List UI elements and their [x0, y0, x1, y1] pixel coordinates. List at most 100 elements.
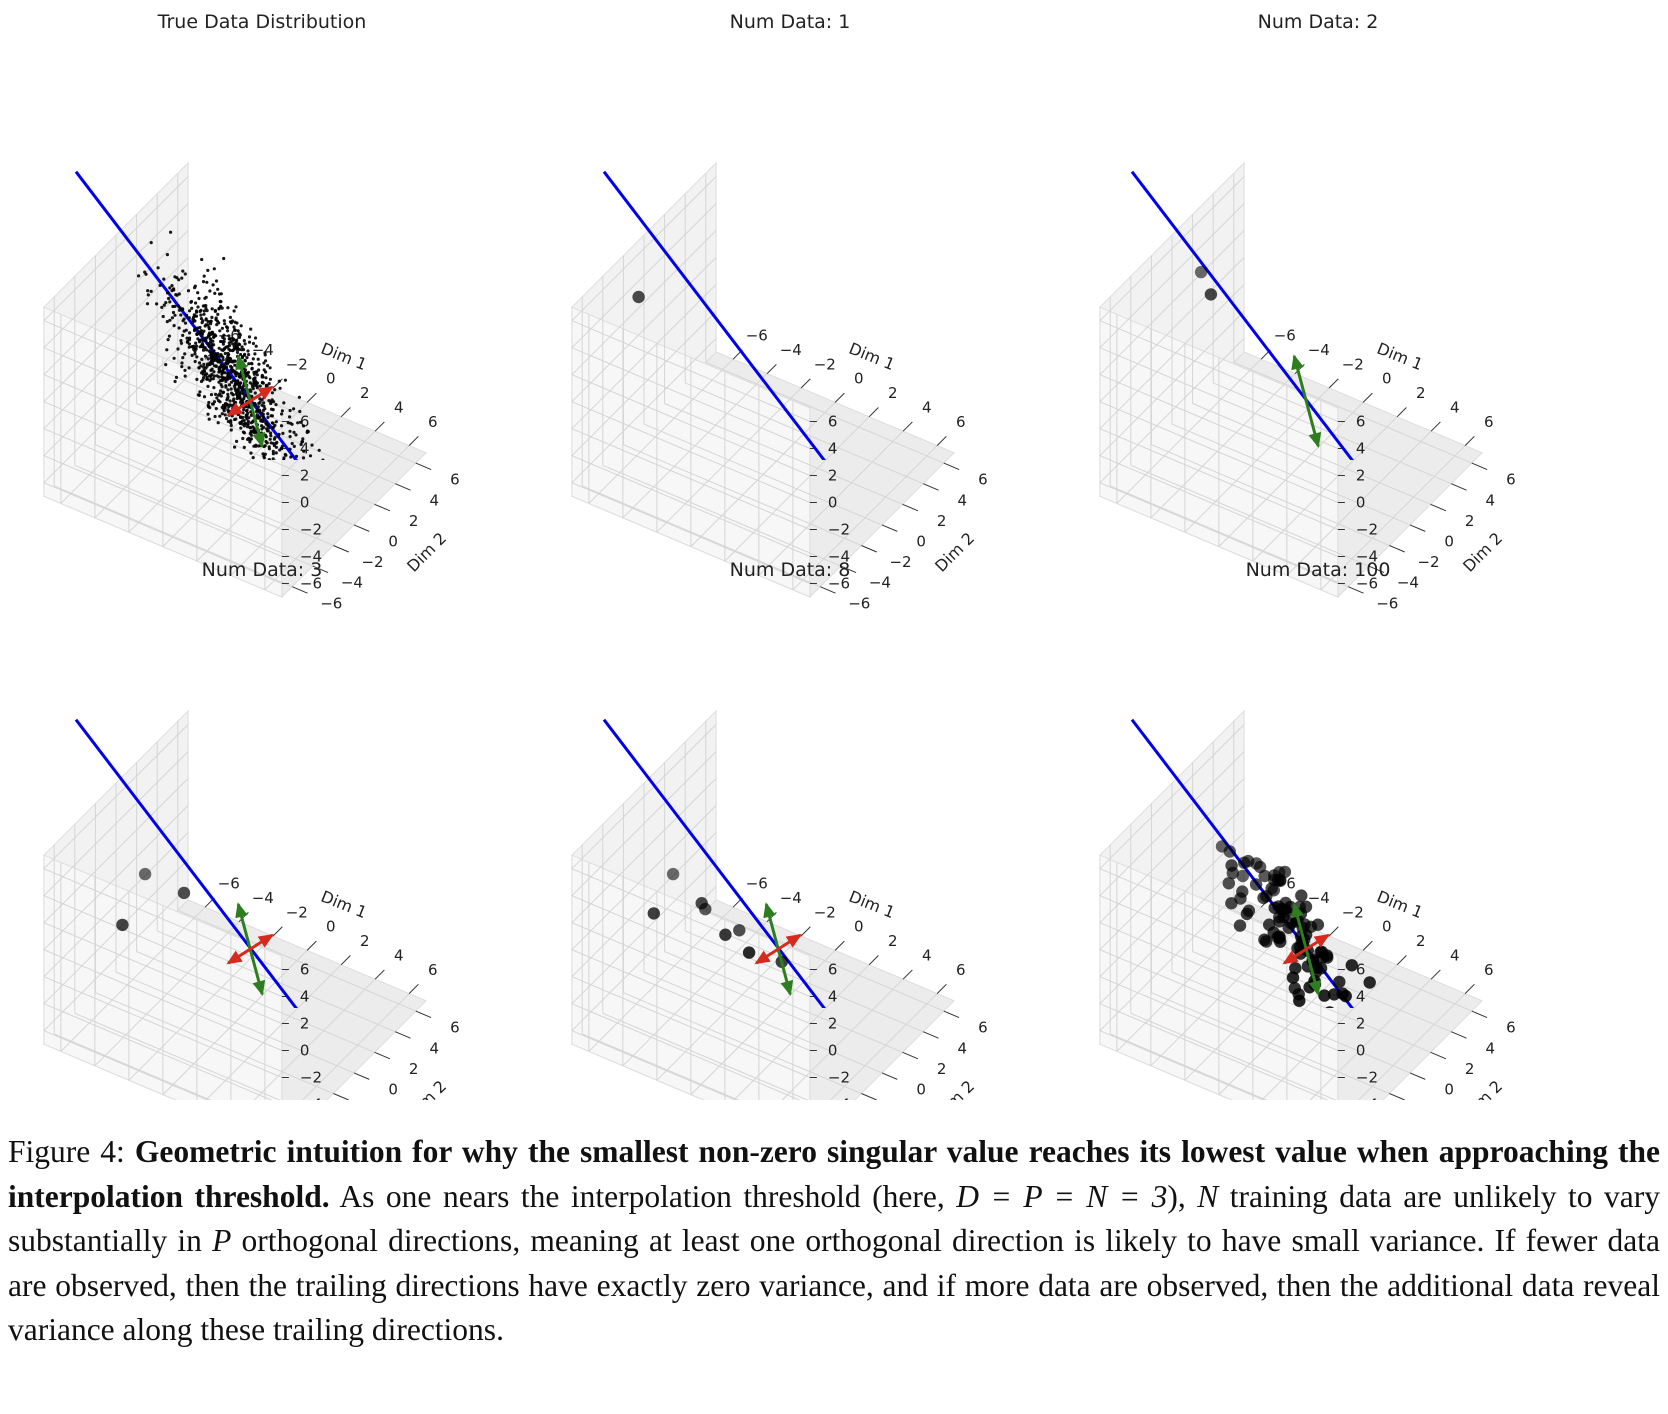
x-tick-label: 6: [1484, 961, 1494, 979]
caption-n-symbol: N: [1197, 1178, 1219, 1214]
data-point: [221, 367, 226, 371]
gridline: [1192, 403, 1431, 505]
data-point: [191, 317, 195, 321]
data-point: [268, 377, 272, 381]
gridline: [571, 922, 811, 1024]
data-point: [249, 426, 253, 430]
data-point: [223, 351, 227, 356]
panel-title: Num Data: 8: [730, 559, 851, 581]
data-point: [262, 404, 266, 408]
data-point: [202, 312, 206, 316]
data-point: [235, 391, 239, 395]
y-axis-label: Dim 2: [1459, 1077, 1506, 1100]
z-tick-label: −4: [300, 1096, 322, 1101]
data-point: [225, 416, 229, 421]
gridline: [1320, 445, 1466, 591]
data-point: [199, 329, 203, 333]
data-point: [1242, 904, 1256, 917]
data-point: [164, 363, 168, 367]
data-point: [249, 451, 253, 455]
data-point: [274, 420, 278, 424]
data-point: [206, 268, 210, 272]
y-tick-mark: [415, 1010, 432, 1019]
y-tick-mark: [923, 1031, 939, 1039]
data-point: [1363, 976, 1376, 989]
data-point: [197, 393, 201, 397]
data-point: [257, 401, 261, 405]
gridline: [664, 951, 903, 1053]
y-tick-mark: [1348, 586, 1364, 594]
y-tick-label: 6: [450, 471, 460, 489]
z-tick-label: −2: [1356, 521, 1378, 539]
gridlines: [571, 173, 944, 591]
data-point: [208, 289, 212, 293]
data-point: [263, 353, 267, 357]
gridline: [571, 778, 717, 924]
data-point: [1318, 989, 1331, 1002]
data-point: [257, 416, 261, 420]
green-arrow-head: [763, 902, 776, 919]
data-point: [181, 333, 185, 337]
data-point: [180, 361, 184, 365]
data-point: [261, 419, 265, 423]
caption-math: D = P = N = 3: [956, 1178, 1168, 1214]
data-point: [210, 361, 215, 366]
data-point: [273, 436, 277, 440]
data-point: [300, 440, 304, 444]
data-point: [208, 406, 212, 410]
data-point: [201, 319, 205, 323]
z-tick-label: −4: [828, 1096, 850, 1101]
data-point: [262, 361, 266, 365]
data-point: [269, 441, 273, 445]
z-tick-label: 0: [300, 1042, 310, 1060]
data-point: [158, 283, 162, 287]
data-point: [1292, 988, 1305, 1001]
y-tick-mark: [353, 1072, 370, 1080]
data-point: [204, 336, 209, 340]
x-tick-label: 0: [854, 370, 864, 388]
data-point: [225, 403, 229, 407]
data-point: [267, 458, 271, 460]
data-point: [292, 430, 296, 434]
gridline: [1099, 320, 1339, 422]
data-point: [201, 343, 205, 348]
x-tick-mark: [868, 955, 879, 966]
data-point: [226, 351, 230, 355]
z-tick-label: 0: [828, 494, 838, 512]
data-point: [229, 421, 233, 425]
data-point: [263, 407, 267, 411]
data-point: [227, 343, 232, 348]
gridline: [43, 401, 283, 503]
gridline: [571, 347, 811, 449]
x-tick-mark: [1464, 435, 1475, 446]
gridline: [1261, 964, 1398, 1100]
y-axis-label: Dim 2: [403, 1077, 450, 1100]
data-point: [220, 306, 224, 310]
data-point: [267, 426, 271, 430]
z-tick-label: 6: [1356, 961, 1366, 979]
data-point: [226, 392, 230, 396]
gridline: [571, 724, 717, 870]
data-point: [196, 291, 200, 295]
data-point: [207, 400, 211, 405]
data-point: [206, 384, 210, 388]
data-point: [1314, 962, 1328, 975]
data-point: [247, 340, 252, 344]
data-point: [197, 361, 202, 365]
data-point: [250, 366, 254, 370]
gridline: [264, 445, 410, 591]
x-tick-label: −4: [780, 889, 802, 907]
data-point: [258, 384, 262, 388]
data-point: [240, 355, 244, 359]
y-axis-label: Dim 2: [931, 1077, 978, 1100]
data-point: [179, 339, 183, 343]
panel-title: True Data Distribution: [157, 11, 367, 33]
data-point: [302, 449, 306, 453]
x-tick-label: 6: [428, 961, 438, 979]
gridline: [571, 374, 811, 476]
data-point: [229, 387, 233, 391]
gridline: [1099, 374, 1339, 476]
data-point: [214, 279, 219, 283]
data-point: [238, 375, 242, 379]
data-point: [241, 400, 245, 404]
